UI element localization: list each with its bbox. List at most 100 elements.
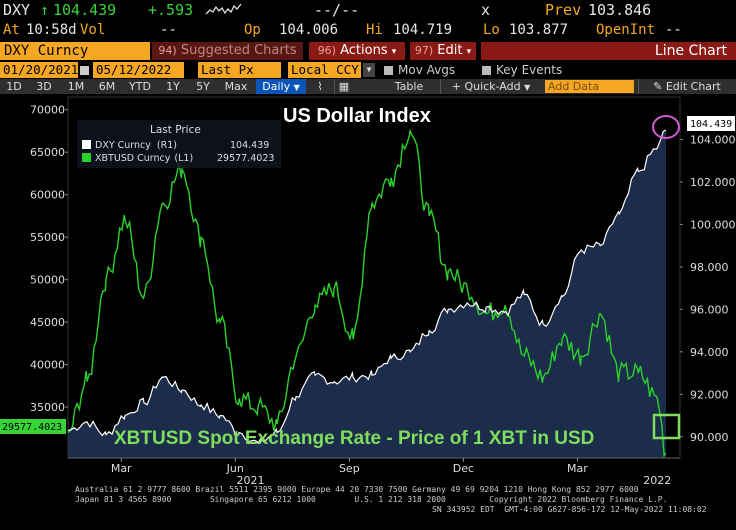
period-1d[interactable]: 1D (6, 80, 22, 93)
start-date-input[interactable]: 01/20/2021 (0, 62, 78, 78)
chart-type-title: Line Chart (481, 42, 736, 60)
svg-text:104.439: 104.439 (690, 119, 732, 130)
right-axis: 90.000 92.000 94.000 96.000 98.000 100.000 102… (680, 133, 736, 444)
period-ytd[interactable]: YTD (129, 80, 151, 93)
footer-line-3: SN 343952 EDT GMT-4:00 G627-856-172 12-M… (432, 505, 707, 514)
frequency-select[interactable]: Daily ▼ (256, 79, 306, 94)
mov-avgs-checkbox[interactable]: Mov Avgs (384, 62, 455, 78)
x-tick-label: Jun (226, 462, 244, 475)
edit-button[interactable]: 97) Edit ▾ (410, 42, 476, 60)
left-tick-label: 65000 (30, 146, 65, 159)
x-tick-label: Mar (567, 462, 588, 475)
x-axis: Mar Jun Sep Dec Mar 2021 2022 (68, 457, 680, 485)
period-1y[interactable]: 1Y (166, 80, 180, 93)
date-bar: 01/20/2021 05/12/2022 Last Px Local CCY … (0, 62, 736, 79)
legend-swatch-xbtusd (82, 153, 91, 162)
security-field[interactable]: DXY Curncy (0, 42, 150, 60)
vol-value: -- (160, 22, 177, 38)
chevron-down-icon: ▼ (524, 83, 531, 92)
period-max[interactable]: Max (224, 80, 248, 93)
left-axis: 35000 40000 45000 50000 55000 60000 65000 70000 (30, 104, 68, 414)
at-label: At (3, 22, 20, 38)
highlight-circle-annotation (652, 115, 680, 139)
chart-title: US Dollar Index (283, 105, 431, 127)
xbtusd-series-line (67, 128, 667, 458)
legend-header: Last Price (150, 124, 201, 136)
period-5y[interactable]: 5Y (196, 80, 210, 93)
sparkline-icon (205, 0, 243, 24)
left-tick-label: 60000 (30, 189, 65, 202)
menu-bar: DXY Curncy 94) Suggested Charts 96) Acti… (0, 41, 736, 61)
period-1m[interactable]: 1M (67, 80, 85, 93)
period-toolbar: 1D 3D 1M 6M YTD 1Y 5Y Max Daily ▼ ⌇ ▦ Ta… (0, 79, 736, 94)
chevron-down-icon[interactable]: ▼ (363, 63, 375, 77)
left-tick-label: 35000 (30, 401, 65, 414)
x-tick-label: Sep (339, 462, 360, 475)
table-icon[interactable]: ▦ (334, 79, 353, 94)
open-value: 104.006 (279, 22, 339, 38)
left-tick-label: 50000 (30, 274, 65, 287)
x-tick-label: Dec (453, 462, 474, 475)
right-tick-label: 96.000 (690, 303, 729, 316)
highlight-box-annotation (652, 413, 681, 440)
legend-value-dxy: 104.439 (230, 140, 269, 151)
legend-name-xbtusd: XBTUSD Curncy (L1) (95, 153, 193, 164)
quote-ticker: DXY (3, 1, 31, 19)
low-value: 103.877 (509, 22, 569, 38)
period-6m[interactable]: 6M (98, 80, 116, 93)
vol-label: Vol (80, 22, 106, 38)
high-value: 104.719 (393, 22, 453, 38)
chevron-down-icon: ▼ (293, 83, 300, 92)
quote-change: +.593 (148, 1, 194, 19)
legend: Last Price DXY Curncy (R1) 104.439 XBTUSD… (77, 120, 281, 168)
prev-value: 103.846 (588, 1, 652, 19)
quote-detail-row: At 10:58d Vol -- Op 104.006 Hi 104.719 L… (0, 21, 736, 40)
field-select[interactable]: Last Px (198, 62, 281, 78)
openint-value: -- (665, 22, 682, 38)
x-tick-label: Mar (111, 462, 132, 475)
period-3d[interactable]: 3D (36, 80, 52, 93)
line-style-icon[interactable]: ⌇ (317, 80, 323, 93)
open-label: Op (244, 22, 261, 38)
dxy-last-value-tag: 104.439 (687, 116, 735, 131)
dxy-series-line (67, 129, 667, 445)
x-year-label: 2021 (236, 474, 264, 485)
quick-add-button[interactable]: + Quick-Add ▼ (440, 79, 541, 94)
footer-line-2: Japan 81 3 4565 8900 Singapore 65 6212 1… (75, 495, 668, 504)
legend-box (77, 120, 281, 168)
date-range-dash (80, 62, 89, 78)
left-tick-label: 55000 (30, 231, 65, 244)
quote-range: --/-- (314, 1, 360, 19)
dxy-area-fill (68, 130, 666, 458)
left-tick-label: 45000 (30, 316, 65, 329)
actions-button[interactable]: 96) Actions ▾ (309, 42, 405, 60)
chevron-down-icon: ▾ (391, 47, 397, 57)
plus-icon: + (451, 80, 461, 93)
low-label: Lo (483, 22, 500, 38)
right-tick-label: 90.000 (690, 431, 729, 444)
edit-chart-button[interactable]: ✎ Edit Chart (638, 79, 735, 94)
add-data-input[interactable]: Add Data (545, 80, 634, 93)
quote-size: x (481, 1, 491, 19)
quote-time: 10:58d (26, 22, 77, 38)
xbtusd-last-value-tag: 29577.4023 (0, 419, 66, 434)
pencil-icon: ✎ (653, 80, 663, 93)
chart-subtitle: XBTUSD Spot Exchange Rate - Price of 1 X… (114, 428, 594, 449)
quote-row: DXY ↑ 104.439 +.593 --/-- x Prev 103.846 (0, 0, 736, 21)
high-label: Hi (366, 22, 383, 38)
line-chart: 35000 40000 45000 50000 55000 60000 65000 70000… (0, 96, 736, 485)
right-tick-label: 104.000 (690, 133, 736, 146)
legend-swatch-dxy (82, 140, 91, 149)
chevron-down-icon: ▾ (466, 47, 472, 57)
currency-select[interactable]: Local CCY (288, 62, 361, 78)
suggested-charts-button[interactable]: 94) Suggested Charts (152, 42, 303, 60)
key-events-checkbox[interactable]: Key Events (482, 62, 562, 78)
up-arrow-icon: ↑ (40, 1, 50, 19)
legend-value-xbtusd: 29577.4023 (217, 153, 274, 164)
right-tick-label: 102.000 (690, 176, 736, 189)
svg-text:29577.4023: 29577.4023 (2, 422, 62, 433)
end-date-input[interactable]: 05/12/2022 (93, 62, 184, 78)
footer-line-1: Australia 61 2 9777 8600 Brazil 5511 239… (75, 485, 639, 494)
right-tick-label: 92.000 (690, 388, 729, 401)
table-button[interactable]: Table (394, 80, 424, 93)
